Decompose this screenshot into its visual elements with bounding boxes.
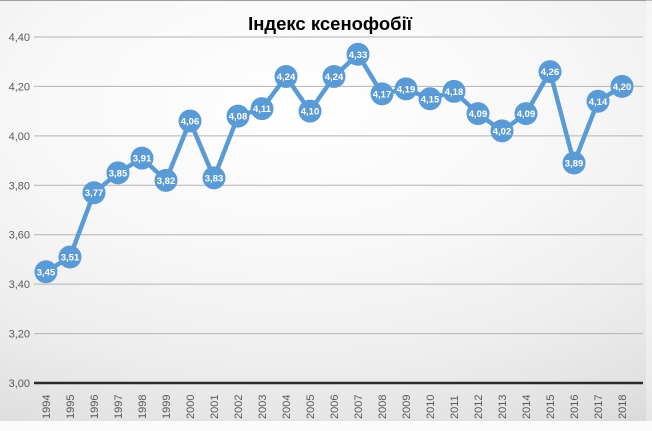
x-tick-label: 1995 — [65, 395, 77, 419]
x-tick-label: 2005 — [305, 395, 317, 419]
chart-canvas: 3,003,203,403,603,804,004,204,40 1994 199… — [9, 13, 643, 419]
data-point-marker — [226, 104, 250, 128]
data-point-label: 4,15 — [421, 94, 440, 105]
data-point-label: 4,17 — [373, 89, 392, 100]
y-tick-label: 4,40 — [9, 32, 30, 44]
data-point-label: 3,51 — [61, 252, 80, 263]
data-point-marker — [514, 102, 538, 126]
x-tick-label: 2001 — [209, 395, 221, 419]
xenophobia-index-chart[interactable]: 3,00 3,20 3,40 3,60 3,80 4,00 4,20 4,40 1994 199… — [0, 0, 652, 421]
data-point-marker — [442, 79, 466, 103]
x-tick-label: 1998 — [137, 395, 149, 419]
data-point-marker — [274, 65, 298, 89]
data-point-label: 4,26 — [541, 67, 560, 78]
x-tick-label: 2010 — [425, 395, 437, 419]
data-point-label: 4,10 — [301, 107, 320, 118]
x-tick-label: 2013 — [497, 395, 509, 419]
data-point-label: 4,33 — [349, 50, 368, 61]
data-point-marker — [538, 60, 562, 84]
data-point-marker — [178, 109, 202, 133]
data-point-marker — [418, 87, 442, 111]
data-point-marker — [106, 161, 130, 185]
y-tick-label: 3,80 — [9, 180, 30, 192]
x-tick-label: 2012 — [473, 395, 485, 419]
data-point-marker — [82, 181, 106, 205]
data-point-label: 3,85 — [109, 168, 128, 179]
y-tick-label: 3,40 — [9, 279, 30, 291]
y-tick-label: 4,00 — [9, 131, 30, 143]
x-tick-label: 2015 — [545, 395, 557, 419]
data-point-label: 4,11 — [253, 104, 272, 115]
data-point-marker — [346, 42, 370, 66]
x-tick-label: 2018 — [617, 395, 629, 419]
x-tick-label: 2009 — [401, 395, 413, 419]
chart-title: Індекс ксенофобії — [248, 13, 413, 34]
x-tick-label: 2014 — [521, 395, 533, 419]
data-point-label: 3,82 — [157, 176, 176, 187]
y-tick-label: 4,20 — [9, 81, 30, 93]
data-point-marker — [34, 260, 58, 284]
x-tick-label: 2004 — [281, 395, 293, 419]
x-tick-label: 1994 — [41, 395, 53, 419]
data-point-label: 3,45 — [37, 267, 56, 278]
x-tick-label: 2006 — [329, 395, 341, 419]
y-tick-label: 3,00 — [9, 378, 30, 390]
y-tick-label: 3,20 — [9, 329, 30, 341]
data-point-label: 4,24 — [325, 72, 344, 83]
data-point-marker — [466, 102, 490, 126]
data-point-marker — [490, 119, 514, 143]
data-point-marker — [370, 82, 394, 106]
x-tick-label: 2007 — [353, 395, 365, 419]
data-point-label: 3,77 — [85, 188, 104, 199]
data-point-label: 4,19 — [397, 84, 416, 95]
data-point-label: 4,24 — [277, 72, 296, 83]
x-tick-label: 2000 — [185, 395, 197, 419]
x-tick-label: 2016 — [569, 395, 581, 419]
data-point-marker — [202, 166, 226, 190]
y-tick-label: 3,60 — [9, 230, 30, 242]
x-tick-label: 1999 — [161, 395, 173, 419]
y-axis-labels: 3,00 3,20 3,40 3,60 3,80 4,00 4,20 4,40 — [9, 32, 30, 390]
x-tick-label: 2011 — [449, 395, 461, 419]
data-point-marker — [394, 77, 418, 101]
x-tick-label: 2002 — [233, 395, 245, 419]
data-point-marker — [562, 151, 586, 175]
data-point-marker — [610, 74, 634, 98]
data-point-label: 4,18 — [445, 87, 464, 98]
data-point-label: 4,09 — [469, 109, 488, 120]
x-tick-label: 2008 — [377, 395, 389, 419]
data-point-label: 4,06 — [181, 117, 200, 128]
x-tick-label: 2003 — [257, 395, 269, 419]
data-point-label: 4,08 — [229, 112, 248, 123]
data-point-label: 4,02 — [493, 126, 512, 137]
data-point-label: 4,14 — [589, 97, 608, 108]
data-point-marker — [586, 89, 610, 113]
page-background-strip — [0, 421, 652, 431]
x-tick-label: 2017 — [593, 395, 605, 419]
data-point-label: 4,20 — [613, 82, 632, 93]
data-point-marker — [58, 245, 82, 269]
data-point-marker — [298, 99, 322, 123]
data-point-marker — [154, 168, 178, 192]
line-series: 3,45 3,51 3,77 3,85 3,91 3,82 4,06 3,83 4,08 4,11… — [34, 42, 634, 284]
data-point-marker — [250, 97, 274, 121]
data-point-label: 3,89 — [565, 159, 584, 170]
data-point-label: 3,83 — [205, 173, 224, 184]
data-point-label: 4,09 — [517, 109, 536, 120]
data-point-marker — [322, 65, 346, 89]
x-axis-labels: 1994 1995 1996 1997 1998 1999 2000 2001 2002 2003… — [41, 395, 629, 419]
data-point-label: 3,91 — [133, 154, 152, 165]
x-tick-label: 1997 — [113, 395, 125, 419]
gridlines — [34, 36, 643, 385]
data-point-marker — [130, 146, 154, 170]
x-tick-label: 1996 — [89, 395, 101, 419]
